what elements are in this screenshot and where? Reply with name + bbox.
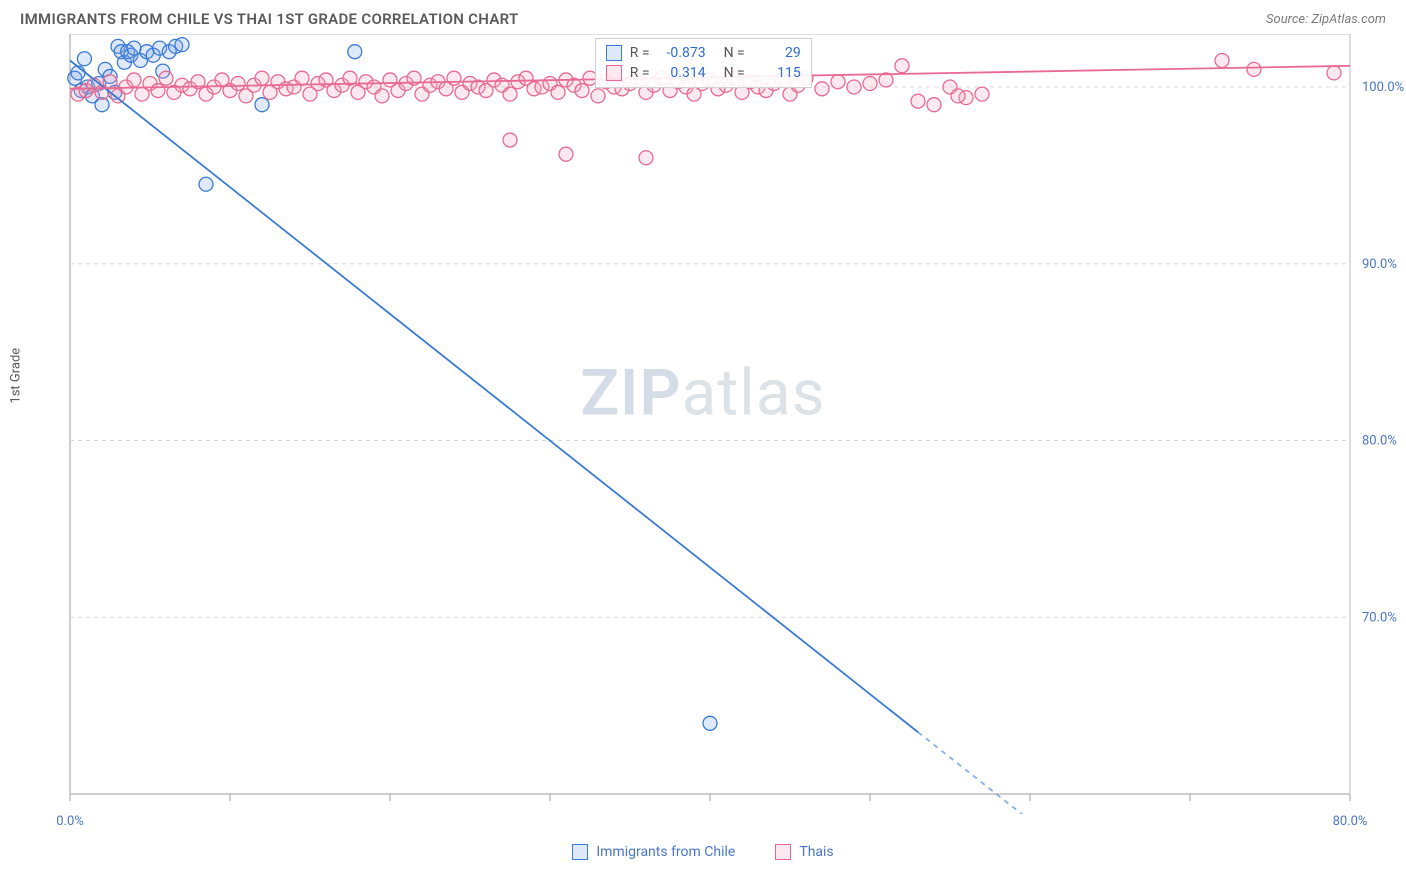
data-point-thai: [559, 147, 573, 161]
x-tick-label: 0.0%: [56, 814, 84, 829]
data-point-thai: [551, 85, 565, 99]
stats-r-value-thai: 0.314: [658, 65, 706, 81]
data-point-thai: [831, 75, 845, 89]
data-point-thai: [127, 73, 141, 87]
data-point-thai: [447, 71, 461, 85]
bottom-legend: Immigrants from Chile Thais: [0, 836, 1406, 860]
x-axis-labels: 0.0% 80.0%: [20, 814, 1406, 836]
stats-n-label: N =: [724, 65, 745, 81]
data-point-thai: [159, 71, 173, 85]
data-point-chile: [348, 45, 362, 59]
data-point-thai: [255, 71, 269, 85]
data-point-thai: [591, 89, 605, 103]
stats-r-value-chile: -0.873: [658, 45, 706, 61]
data-point-thai: [1247, 62, 1261, 76]
data-point-thai: [503, 133, 517, 147]
data-point-thai: [103, 75, 117, 89]
scatter-plot: 70.0% 80.0% 90.0% 100.0%: [20, 34, 1406, 814]
data-point-thai: [927, 98, 941, 112]
y-tick-label: 70.0%: [1362, 610, 1397, 625]
chart-area: 1st Grade 70.0%80.0%90.0%100.0% ZIPatlas…: [20, 34, 1386, 814]
stats-row-chile: R = -0.873 N = 29: [606, 43, 801, 63]
trend-line-chile: [70, 61, 918, 733]
data-point-thai: [975, 87, 989, 101]
legend-item-chile: Immigrants from Chile: [572, 844, 735, 860]
data-point-thai: [895, 59, 909, 73]
data-point-thai: [911, 94, 925, 108]
stats-swatch-chile: [606, 45, 622, 61]
data-point-thai: [575, 84, 589, 98]
source-label: Source: ZipAtlas.com: [1266, 12, 1386, 27]
data-point-thai: [847, 80, 861, 94]
data-point-thai: [151, 84, 165, 98]
data-point-thai: [863, 76, 877, 90]
stats-n-value-chile: 29: [753, 45, 801, 61]
data-point-thai: [639, 151, 653, 165]
stats-swatch-thai: [606, 65, 622, 81]
legend-label-thai: Thais: [799, 844, 833, 860]
data-point-thai: [815, 82, 829, 96]
data-point-thai: [375, 89, 389, 103]
chart-title: IMMIGRANTS FROM CHILE VS THAI 1ST GRADE …: [20, 10, 519, 28]
data-point-chile: [199, 177, 213, 191]
data-point-thai: [1215, 54, 1229, 68]
y-tick-label: 80.0%: [1362, 434, 1397, 449]
legend-item-thai: Thais: [775, 844, 833, 860]
data-point-chile: [255, 98, 269, 112]
stats-row-thai: R = 0.314 N = 115: [606, 63, 801, 83]
stats-n-value-thai: 115: [753, 65, 801, 81]
x-tick-label: 80.0%: [1333, 814, 1368, 829]
y-tick-label: 100.0%: [1362, 80, 1404, 95]
data-point-thai: [503, 87, 517, 101]
data-point-chile: [703, 716, 717, 730]
title-bar: IMMIGRANTS FROM CHILE VS THAI 1ST GRADE …: [0, 0, 1406, 34]
data-point-thai: [1327, 66, 1341, 80]
stats-r-label: R =: [630, 45, 650, 61]
legend-label-chile: Immigrants from Chile: [596, 844, 735, 860]
stats-n-label: N =: [724, 45, 745, 61]
y-tick-label: 90.0%: [1362, 257, 1397, 272]
stats-legend-box: R = -0.873 N = 29 R = 0.314 N = 115: [595, 38, 812, 88]
y-axis-label: 1st Grade: [9, 348, 24, 404]
legend-swatch-thai: [775, 844, 791, 860]
legend-swatch-chile: [572, 844, 588, 860]
data-point-thai: [295, 71, 309, 85]
data-point-chile: [77, 52, 91, 66]
stats-r-label: R =: [630, 65, 650, 81]
data-point-thai: [231, 76, 245, 90]
trend-line-chile-extrapolated: [918, 732, 1030, 814]
data-point-chile: [175, 38, 189, 52]
data-point-thai: [951, 89, 965, 103]
